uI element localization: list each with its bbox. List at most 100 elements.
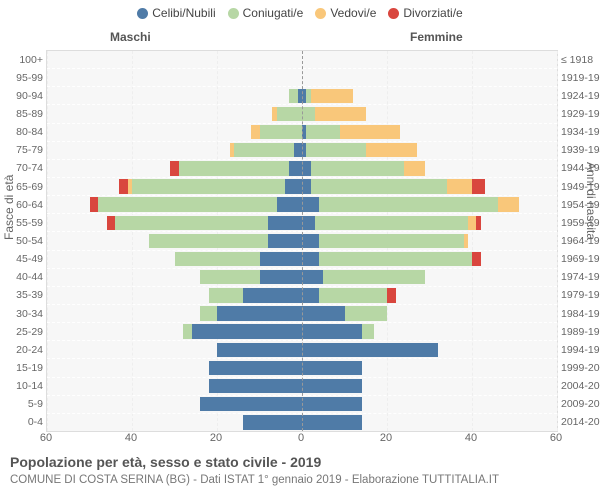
- female-header: Femmine: [410, 30, 463, 44]
- age-label: 95-99: [16, 72, 47, 84]
- age-label: 40-44: [16, 271, 47, 283]
- bar-segment: [362, 324, 375, 338]
- bar-segment: [149, 234, 268, 248]
- age-label: 55-59: [16, 217, 47, 229]
- female-bar: [302, 415, 362, 429]
- bar-segment: [302, 197, 319, 211]
- legend-label: Divorziati/e: [403, 6, 462, 20]
- bar-segment: [472, 252, 481, 266]
- bar-segment: [302, 379, 362, 393]
- chart-title: Popolazione per età, sesso e stato civil…: [10, 454, 321, 470]
- female-bar: [302, 288, 396, 302]
- female-bar: [302, 197, 519, 211]
- bar-segment: [387, 288, 396, 302]
- legend-label: Celibi/Nubili: [152, 6, 215, 20]
- chart-area: 100+≤ 191895-991919-192390-941924-192885…: [46, 50, 558, 432]
- legend-item: Vedovi/e: [315, 6, 376, 20]
- female-bar: [302, 216, 481, 230]
- male-bar: [119, 179, 302, 193]
- x-tick-label: 60: [550, 432, 562, 444]
- bar-segment: [302, 252, 319, 266]
- bar-segment: [90, 197, 99, 211]
- x-tick-label: 20: [380, 432, 392, 444]
- bar-segment: [345, 306, 388, 320]
- x-tick-label: 20: [210, 432, 222, 444]
- bar-segment: [289, 89, 298, 103]
- bar-segment: [234, 143, 294, 157]
- age-label: 45-49: [16, 253, 47, 265]
- y-axis-left-title: Fasce di età: [2, 175, 16, 240]
- bar-segment: [277, 107, 303, 121]
- bar-segment: [311, 179, 447, 193]
- age-label: 90-94: [16, 90, 47, 102]
- bar-segment: [306, 143, 366, 157]
- age-label: 10-14: [16, 380, 47, 392]
- x-tick-label: 0: [298, 432, 304, 444]
- birth-year-label: 1944-1948: [557, 162, 600, 174]
- bar-segment: [302, 234, 319, 248]
- bar-segment: [498, 197, 519, 211]
- bar-segment: [306, 125, 340, 139]
- bar-segment: [476, 216, 480, 230]
- bar-segment: [119, 179, 128, 193]
- bar-segment: [315, 216, 468, 230]
- legend: Celibi/Nubili Coniugati/e Vedovi/e Divorzia…: [0, 6, 600, 20]
- bar-segment: [268, 216, 302, 230]
- bar-segment: [302, 324, 362, 338]
- bar-segment: [302, 288, 319, 302]
- age-label: 85-89: [16, 108, 47, 120]
- bar-segment: [302, 361, 362, 375]
- x-tick-label: 40: [465, 432, 477, 444]
- male-bar: [175, 252, 303, 266]
- male-bar: [209, 288, 303, 302]
- age-label: 60-64: [16, 199, 47, 211]
- bar-segment: [115, 216, 268, 230]
- birth-year-label: 2009-2013: [557, 398, 600, 410]
- bar-segment: [192, 324, 303, 338]
- male-bar: [289, 89, 302, 103]
- age-label: 70-74: [16, 162, 47, 174]
- birth-year-label: 1949-1953: [557, 181, 600, 193]
- bar-segment: [302, 415, 362, 429]
- female-bar: [302, 361, 362, 375]
- bar-segment: [464, 234, 468, 248]
- birth-year-label: 1929-1933: [557, 108, 600, 120]
- birth-year-label: 2004-2008: [557, 380, 600, 392]
- bar-segment: [209, 288, 243, 302]
- legend-swatch: [137, 8, 148, 19]
- male-bar: [90, 197, 303, 211]
- birth-year-label: ≤ 1918: [557, 54, 593, 66]
- birth-year-label: 1954-1958: [557, 199, 600, 211]
- bar-segment: [472, 179, 485, 193]
- male-bar: [217, 343, 302, 357]
- legend-label: Coniugati/e: [243, 6, 304, 20]
- bar-segment: [243, 288, 303, 302]
- x-tick-label: 40: [125, 432, 137, 444]
- male-bar: [230, 143, 302, 157]
- female-bar: [302, 89, 353, 103]
- bar-segment: [302, 343, 438, 357]
- bar-segment: [315, 107, 366, 121]
- age-label: 35-39: [16, 289, 47, 301]
- bar-segment: [200, 306, 217, 320]
- birth-year-label: 1984-1988: [557, 308, 600, 320]
- male-bar: [149, 234, 302, 248]
- birth-year-label: 1959-1963: [557, 217, 600, 229]
- legend-swatch: [228, 8, 239, 19]
- bar-segment: [289, 161, 302, 175]
- bar-segment: [260, 270, 303, 284]
- birth-year-label: 1999-2003: [557, 362, 600, 374]
- age-label: 20-24: [16, 344, 47, 356]
- female-bar: [302, 324, 374, 338]
- bar-segment: [200, 270, 260, 284]
- age-label: 50-54: [16, 235, 47, 247]
- birth-year-label: 1934-1938: [557, 126, 600, 138]
- bar-segment: [294, 143, 303, 157]
- bar-segment: [311, 161, 405, 175]
- male-bar: [243, 415, 303, 429]
- bar-segment: [319, 197, 498, 211]
- legend-item: Divorziati/e: [388, 6, 462, 20]
- female-bar: [302, 234, 468, 248]
- male-bar: [107, 216, 303, 230]
- birth-year-label: 1964-1968: [557, 235, 600, 247]
